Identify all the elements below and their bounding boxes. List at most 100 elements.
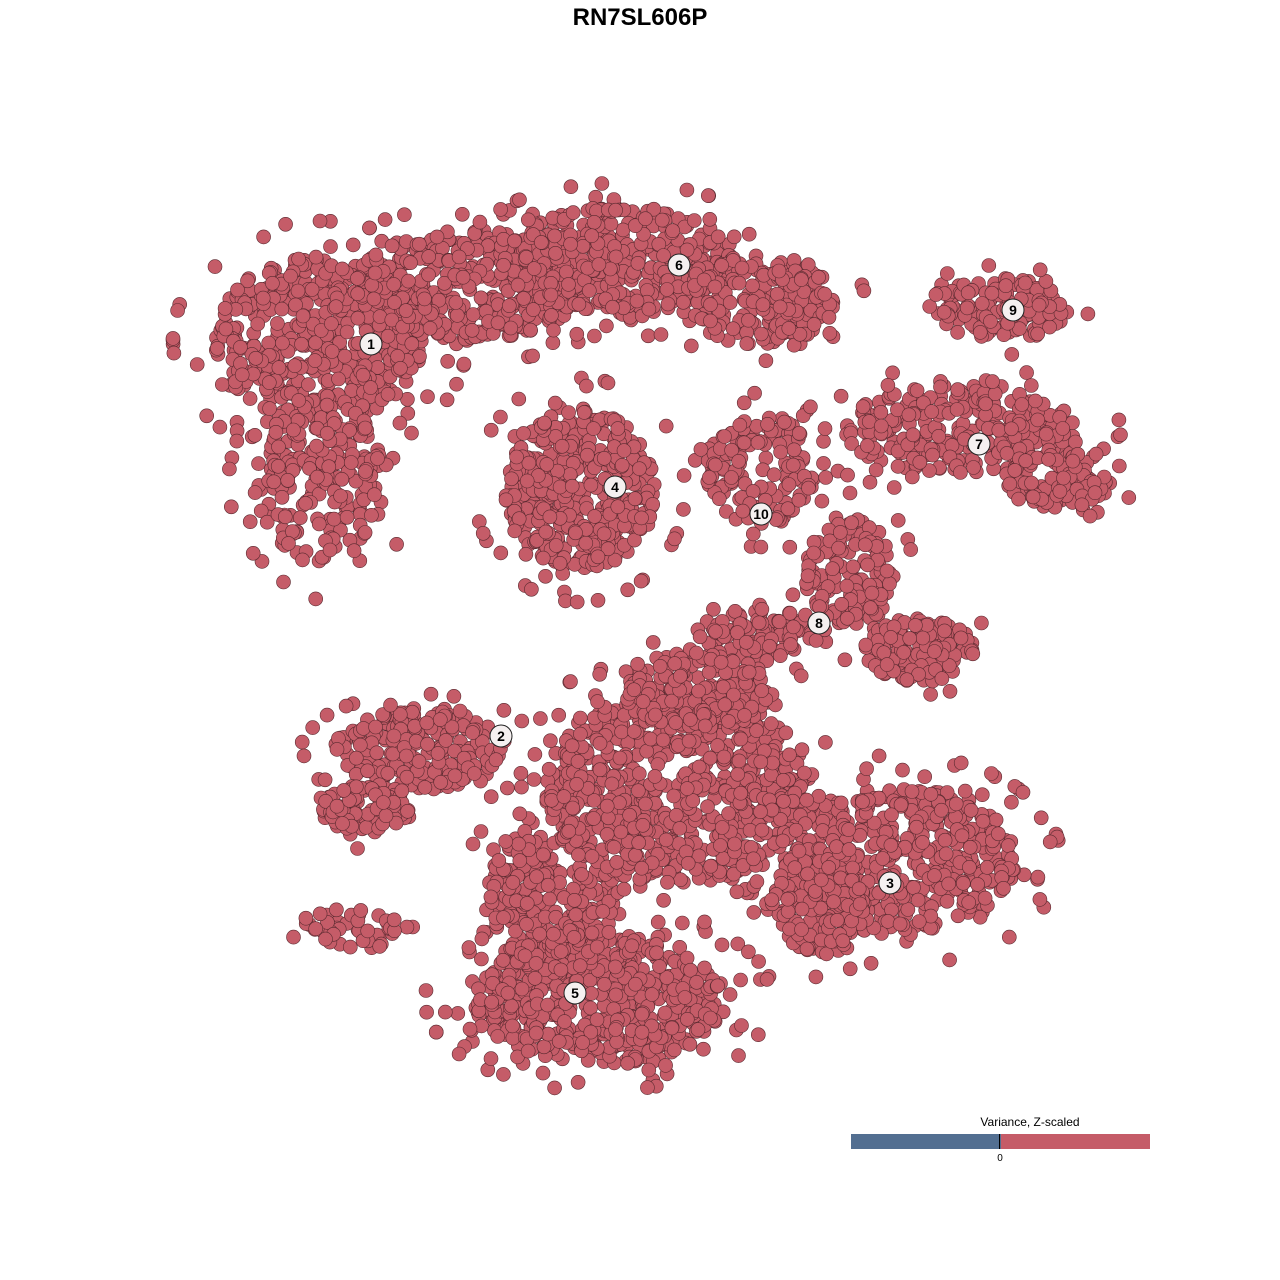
data-point xyxy=(1004,794,1019,810)
data-point xyxy=(1031,297,1047,313)
data-point xyxy=(563,179,579,194)
data-point xyxy=(547,228,562,244)
data-point xyxy=(839,578,855,594)
data-point xyxy=(950,382,966,397)
data-point xyxy=(324,316,339,331)
data-point xyxy=(271,439,286,455)
data-point xyxy=(308,921,324,937)
data-point xyxy=(883,630,899,645)
data-point xyxy=(350,286,366,302)
data-point xyxy=(939,266,955,281)
data-point xyxy=(845,559,861,575)
data-point xyxy=(727,603,743,619)
data-point xyxy=(514,981,530,997)
data-point xyxy=(313,323,329,338)
data-point xyxy=(1068,434,1083,450)
data-point xyxy=(280,472,296,488)
data-point xyxy=(923,786,939,802)
data-point xyxy=(970,877,985,892)
data-point xyxy=(813,872,829,888)
data-point xyxy=(565,205,581,220)
data-point xyxy=(616,443,632,458)
data-point xyxy=(350,841,365,856)
data-point xyxy=(852,896,868,912)
data-point xyxy=(893,797,909,813)
data-point xyxy=(660,296,676,312)
data-point xyxy=(816,433,831,449)
data-point xyxy=(902,631,918,646)
data-point xyxy=(786,619,801,635)
data-point xyxy=(714,937,730,953)
data-point xyxy=(318,931,333,947)
data-point xyxy=(358,464,373,479)
data-point xyxy=(939,893,955,909)
data-point xyxy=(304,282,320,297)
data-point xyxy=(880,377,896,393)
data-point xyxy=(665,223,681,238)
data-point xyxy=(657,1005,673,1021)
data-point xyxy=(505,1030,521,1046)
data-point xyxy=(780,904,796,919)
data-point xyxy=(586,215,602,230)
data-point xyxy=(274,489,290,505)
data-point xyxy=(583,477,599,493)
data-point xyxy=(329,902,344,918)
data-point xyxy=(895,762,910,778)
data-point xyxy=(448,295,464,310)
data-point xyxy=(941,876,957,892)
data-point xyxy=(702,212,718,227)
data-point xyxy=(210,341,225,356)
data-point xyxy=(1088,446,1104,462)
data-point xyxy=(312,906,328,922)
data-point xyxy=(357,420,373,436)
data-point xyxy=(337,348,353,364)
data-point xyxy=(548,246,563,261)
data-point xyxy=(640,1080,655,1095)
data-point xyxy=(422,320,438,336)
data-point xyxy=(404,336,420,352)
data-point xyxy=(392,415,408,431)
data-point xyxy=(294,734,310,750)
data-point xyxy=(569,594,585,610)
data-point xyxy=(801,480,816,496)
data-point xyxy=(296,748,312,764)
data-point xyxy=(369,745,385,761)
data-point xyxy=(547,1080,562,1096)
data-point xyxy=(776,414,792,430)
data-point xyxy=(817,421,833,436)
data-point xyxy=(367,487,382,503)
data-point xyxy=(419,1004,434,1020)
data-point xyxy=(750,435,766,450)
data-point xyxy=(620,582,636,598)
data-point xyxy=(1017,275,1033,291)
data-point xyxy=(321,459,337,475)
data-point xyxy=(960,285,976,301)
data-point xyxy=(649,945,664,961)
data-point xyxy=(539,457,555,472)
data-point xyxy=(352,737,368,753)
data-point xyxy=(449,308,465,323)
data-point xyxy=(711,491,727,507)
data-point xyxy=(851,881,867,897)
data-point xyxy=(679,950,695,966)
data-point xyxy=(1042,834,1058,850)
data-point xyxy=(281,536,296,551)
data-point xyxy=(608,987,624,1003)
data-point xyxy=(710,229,726,245)
data-point xyxy=(739,336,755,351)
data-point xyxy=(390,348,405,364)
data-point xyxy=(339,324,355,340)
data-point xyxy=(806,545,822,561)
data-point xyxy=(664,1020,680,1036)
data-point xyxy=(766,467,782,483)
data-point xyxy=(1028,393,1043,409)
data-point xyxy=(915,835,930,850)
data-point xyxy=(1015,784,1031,800)
data-point xyxy=(437,1004,453,1020)
data-point xyxy=(786,442,802,458)
data-point xyxy=(368,247,384,263)
data-point xyxy=(831,540,846,556)
data-point xyxy=(312,213,328,229)
data-point xyxy=(483,422,499,438)
